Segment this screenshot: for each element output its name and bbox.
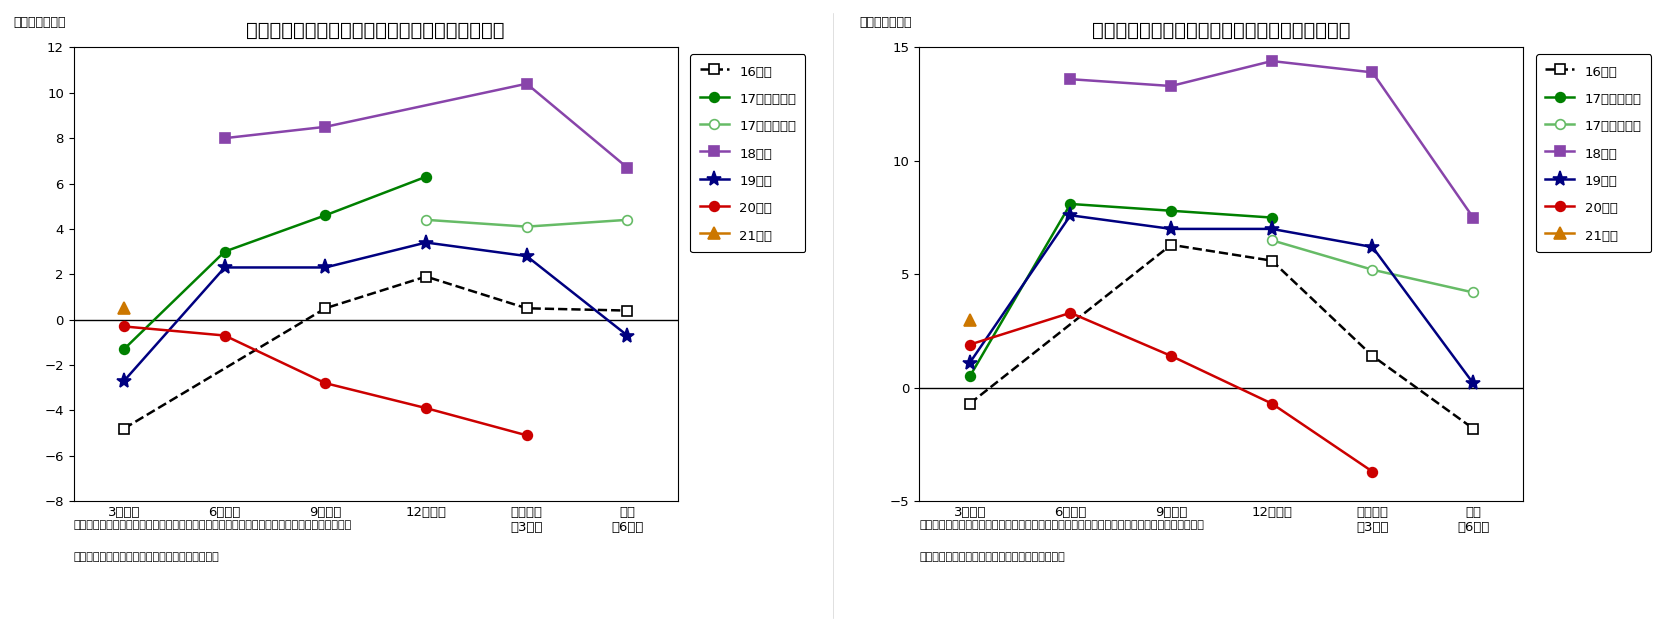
- Text: （資料）日本銀行「全国企業短期経済観測調査」: （資料）日本銀行「全国企業短期経済観測調査」: [920, 551, 1065, 562]
- Text: （注）リース会計対応ベース。１７年度分１２月調査は新旧併記、実績見込み以降は新ベース: （注）リース会計対応ベース。１７年度分１２月調査は新旧併記、実績見込み以降は新ベ…: [73, 520, 352, 530]
- Title: （図表１２）　設備投資計画（全規模・全産業）: （図表１２） 設備投資計画（全規模・全産業）: [247, 21, 505, 40]
- Text: （注）リース会計対応ベース。１７年度分は１２月調査は新旧併記、実績見込み以降は新ベース: （注）リース会計対応ベース。１７年度分は１２月調査は新旧併記、実績見込み以降は新…: [920, 520, 1205, 530]
- Text: （資料）日本銀行「全国企業短期経済観測調査」: （資料）日本銀行「全国企業短期経済観測調査」: [73, 551, 220, 562]
- Legend: 16年度, 17年度（旧）, 17年度（新）, 18年度, 19年度, 20年度, 21年度: 16年度, 17年度（旧）, 17年度（新）, 18年度, 19年度, 20年度…: [1536, 54, 1651, 252]
- Text: （前年比、％）: （前年比、％）: [13, 16, 65, 29]
- Text: （前年比、％）: （前年比、％）: [860, 16, 911, 29]
- Title: （図表１３）　設備投資計画（大企業・全産業）: （図表１３） 設備投資計画（大企業・全産業）: [1093, 21, 1351, 40]
- Legend: 16年度, 17年度（旧）, 17年度（新）, 18年度, 19年度, 20年度, 21年度: 16年度, 17年度（旧）, 17年度（新）, 18年度, 19年度, 20年度…: [690, 54, 805, 252]
